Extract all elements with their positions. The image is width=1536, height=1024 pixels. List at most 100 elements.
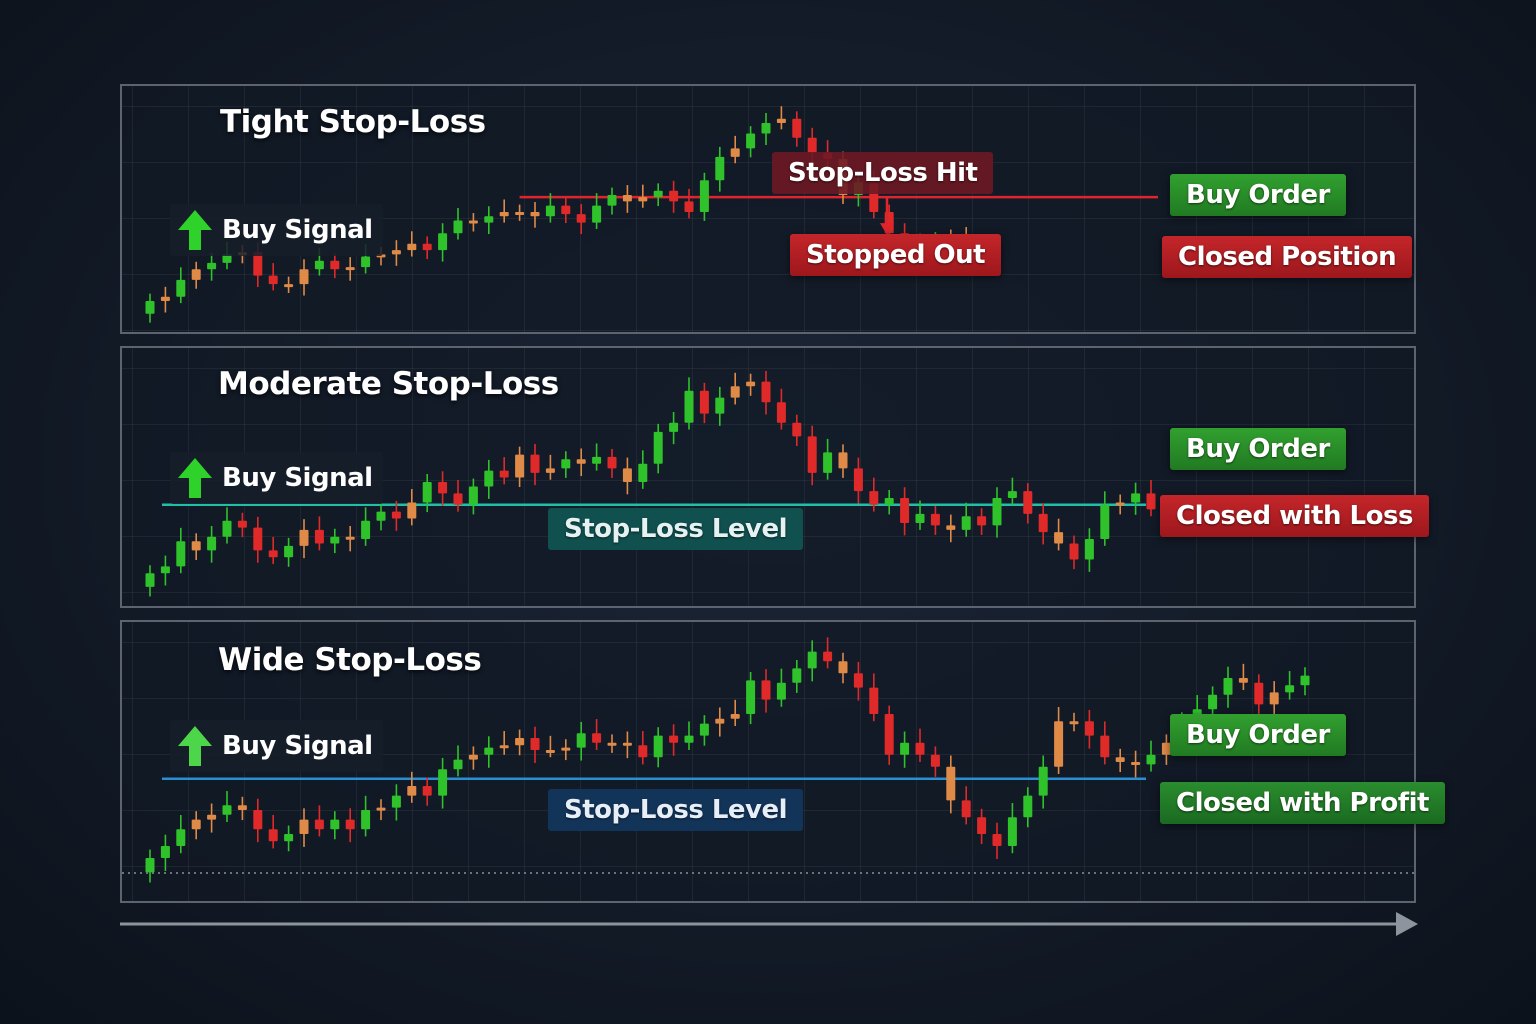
candle [499,457,509,485]
buy-order-badge: Buy Order [1170,174,1346,216]
panel-title: Tight Stop-Loss [220,104,486,140]
candle [438,471,448,506]
candle [776,388,786,430]
candle [407,771,417,803]
candle [484,459,494,499]
candle [499,199,509,223]
candle [576,448,586,477]
buy-signal-label: Buy Signal [222,463,373,493]
candle [191,811,201,840]
closed-position-badge: Closed Position [1162,236,1413,278]
candle [284,825,294,852]
candle [607,448,617,478]
candle [638,184,648,208]
candle [191,533,201,560]
candle [1084,709,1094,749]
candle [253,798,263,843]
buy-signal-marker: Buy Signal [170,204,383,256]
candle [314,516,324,551]
candle [191,261,201,289]
candle [176,267,186,304]
candle [376,799,386,821]
candle [977,508,987,535]
candle [915,500,925,530]
panel-tight-stop-loss: Tight Stop-Loss Buy Signal Stop-Loss Hit… [120,84,1416,334]
candle [669,724,679,756]
candle [1069,712,1079,732]
candle [176,527,186,574]
candle [561,451,571,478]
candle [422,777,432,806]
candle [776,668,786,707]
candle [561,198,571,224]
candle [545,454,555,480]
candle [900,487,910,536]
time-axis-arrow [120,912,1418,936]
candle [669,180,679,213]
candle [530,726,540,763]
candle [1100,491,1110,546]
candle [669,412,679,445]
candle [422,236,432,260]
candle [1115,494,1125,515]
candle [160,555,170,586]
candle [699,715,709,746]
candle [237,796,247,821]
candle [930,505,940,535]
candle [961,502,971,537]
buy-order-badge: Buy Order [1170,714,1346,756]
candle [407,231,417,257]
candle [1069,535,1079,570]
candle [746,126,756,158]
buy-order-badge: Buy Order [1170,428,1346,470]
candle [468,746,478,770]
candle [484,736,494,768]
stop-loss-level-label: Stop-Loss Level [548,789,804,831]
up-arrow-icon [178,726,212,766]
candle [946,514,956,543]
candle [453,207,463,240]
candle [145,565,155,597]
candle [776,106,786,130]
candle [468,213,478,232]
candle [1023,483,1033,524]
candle [299,808,309,847]
candle [730,372,740,405]
candle [807,640,817,682]
candle [1269,681,1279,718]
candle [207,526,217,563]
candle [284,276,294,293]
down-arrow-icon [880,223,894,236]
candle [268,536,278,565]
candle [761,669,771,713]
candle [684,188,694,219]
candle [792,414,802,446]
panel-moderate-stop-loss: Moderate Stop-Loss Buy Signal Stop-Loss … [120,346,1429,608]
candle [746,373,756,396]
candle [807,425,817,486]
candle [468,478,478,515]
candle [545,193,555,223]
candle [1038,755,1048,809]
candle [761,112,771,146]
candle [391,500,401,531]
candle [1023,787,1033,828]
buy-signal-label: Buy Signal [222,731,373,761]
candle [838,652,848,684]
up-arrow-icon [178,458,212,498]
candle [1131,482,1141,515]
candle [1238,663,1248,690]
candle [761,370,771,415]
candle [314,805,324,837]
candle [222,507,232,544]
candle [792,111,802,147]
candle [607,734,617,753]
candle [992,487,1002,538]
candle [715,146,725,192]
closed-with-loss-badge: Closed with Loss [1160,495,1429,537]
candle [330,528,340,554]
panel-wide-stop-loss: Wide Stop-Loss Buy Signal Stop-Loss Leve… [120,620,1445,903]
candle [853,457,863,504]
candle [592,443,602,471]
candle [222,791,232,822]
